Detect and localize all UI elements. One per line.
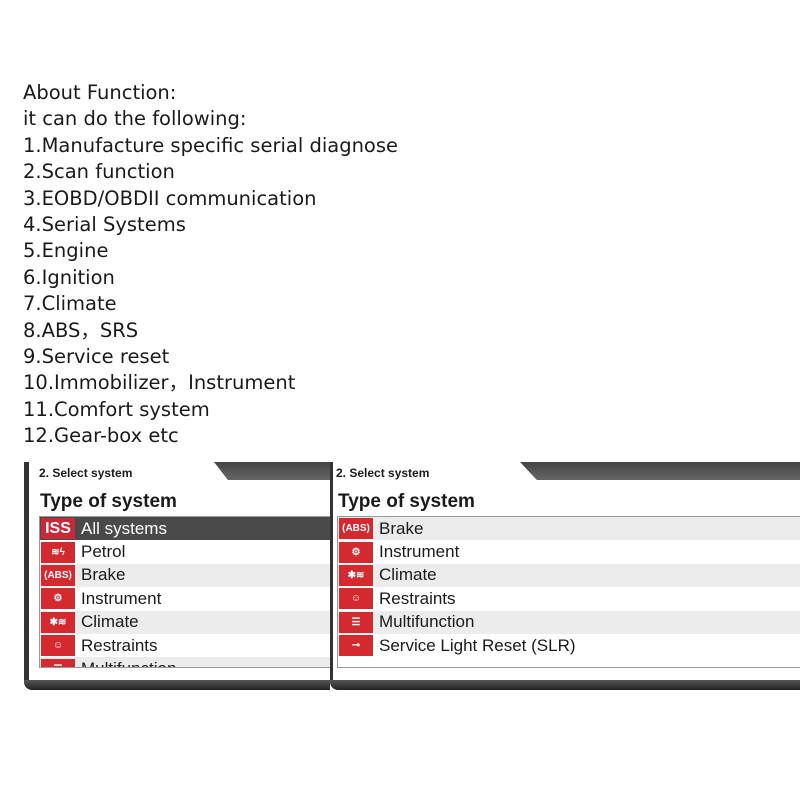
about-line: 4.Serial Systems: [23, 213, 186, 237]
system-item-label: Restraints: [379, 588, 456, 608]
frame-bottom: [330, 680, 800, 690]
petrol-icon: ≋ϟ: [41, 541, 75, 563]
frame: [24, 462, 29, 682]
about-line: 3.EOBD/OBDII communication: [23, 186, 317, 210]
about-line: 5.Engine: [23, 239, 109, 263]
system-item-label: Multifunction: [379, 612, 475, 632]
system-item-label: Multifunction: [81, 659, 176, 667]
section-title: Type of system: [338, 491, 475, 512]
about-line: it can do the following:: [23, 107, 247, 131]
system-item-label: All systems: [81, 518, 167, 538]
climate-icon: ✱≋: [41, 611, 75, 633]
system-item-instrument[interactable]: ⚙ Instrument: [40, 587, 330, 611]
system-list: (ABS) Brake ⚙ Instrument ✱≋ Climate ☺ Restraint…: [337, 516, 800, 668]
multifunction-icon: ☰: [41, 658, 75, 667]
instrument-icon: ⚙: [41, 588, 75, 610]
about-line: 6.Ignition: [23, 265, 115, 289]
about-line: 2.Scan function: [23, 160, 175, 184]
instrument-icon: ⚙: [339, 541, 373, 563]
left-select-system-panel: 2. Select system Type of system ISS All s…: [24, 462, 330, 690]
iss-icon: ISS: [41, 518, 75, 540]
airbag-icon: ☺: [41, 635, 75, 657]
step-header: 2. Select system: [39, 466, 133, 480]
system-item-label: Instrument: [379, 542, 460, 562]
system-item-label: Climate: [379, 565, 437, 585]
about-line: 1.Manufacture specific serial diagnose: [23, 133, 399, 157]
system-item-restraints[interactable]: ☺ Restraints: [40, 633, 330, 658]
system-item-climate[interactable]: ✱≋ Climate: [338, 563, 800, 588]
system-item-service-light-reset-slr[interactable]: ⊸ Service Light Reset (SLR): [338, 633, 800, 658]
system-item-brake[interactable]: (ABS) Brake: [40, 563, 330, 588]
about-line: 7.Climate: [23, 292, 117, 316]
system-item-label: Brake: [379, 518, 424, 538]
system-item-multifunction[interactable]: ☰ Multifunction: [338, 610, 800, 634]
system-item-label: Service Light Reset (SLR): [379, 635, 576, 655]
airbag-icon: ☺: [339, 588, 373, 610]
system-item-label: Petrol: [81, 542, 126, 562]
about-line: About Function:: [23, 81, 177, 104]
about-line: 11.Comfort system: [23, 397, 210, 421]
system-item-label: Restraints: [81, 635, 158, 655]
system-item-instrument[interactable]: ⚙ Instrument: [338, 540, 800, 564]
system-item-climate[interactable]: ✱≋ Climate: [40, 610, 330, 634]
system-item-petrol[interactable]: ≋ϟ Petrol: [40, 540, 330, 564]
system-item-multifunction[interactable]: ☰ Multifunction: [40, 657, 330, 667]
system-item-all-systems[interactable]: ISS All systems: [40, 517, 330, 541]
climate-icon: ✱≋: [339, 564, 373, 586]
abs-icon: (ABS): [41, 564, 75, 586]
wrench-icon: ⊸: [339, 635, 373, 657]
system-item-brake[interactable]: (ABS) Brake: [338, 517, 800, 541]
about-line: 9.Service reset: [23, 345, 170, 369]
abs-icon: (ABS): [339, 518, 373, 540]
header-tab: [214, 462, 330, 480]
system-item-label: Brake: [81, 565, 126, 585]
system-item-label: Instrument: [81, 588, 162, 608]
about-line: 8.ABS，SRS: [23, 318, 139, 342]
about-function-text: About Function: it can do the following: 1…: [23, 80, 398, 450]
right-select-system-panel: 2. Select system Type of system (ABS) Bra…: [330, 462, 800, 690]
frame: [330, 462, 333, 682]
about-line: 12.Gear-box etc: [23, 424, 179, 448]
header-tab: [520, 462, 800, 480]
system-list: ISS All systems ≋ϟ Petrol (ABS) Brake ⚙ Instrum…: [39, 516, 330, 668]
system-item-label: Climate: [81, 612, 139, 632]
system-item-restraints[interactable]: ☺ Restraints: [338, 587, 800, 611]
section-title: Type of system: [40, 491, 177, 512]
frame-bottom: [24, 680, 330, 690]
step-header: 2. Select system: [336, 466, 430, 480]
about-line: 10.Immobilizer，Instrument: [23, 371, 296, 395]
multifunction-icon: ☰: [339, 611, 373, 633]
